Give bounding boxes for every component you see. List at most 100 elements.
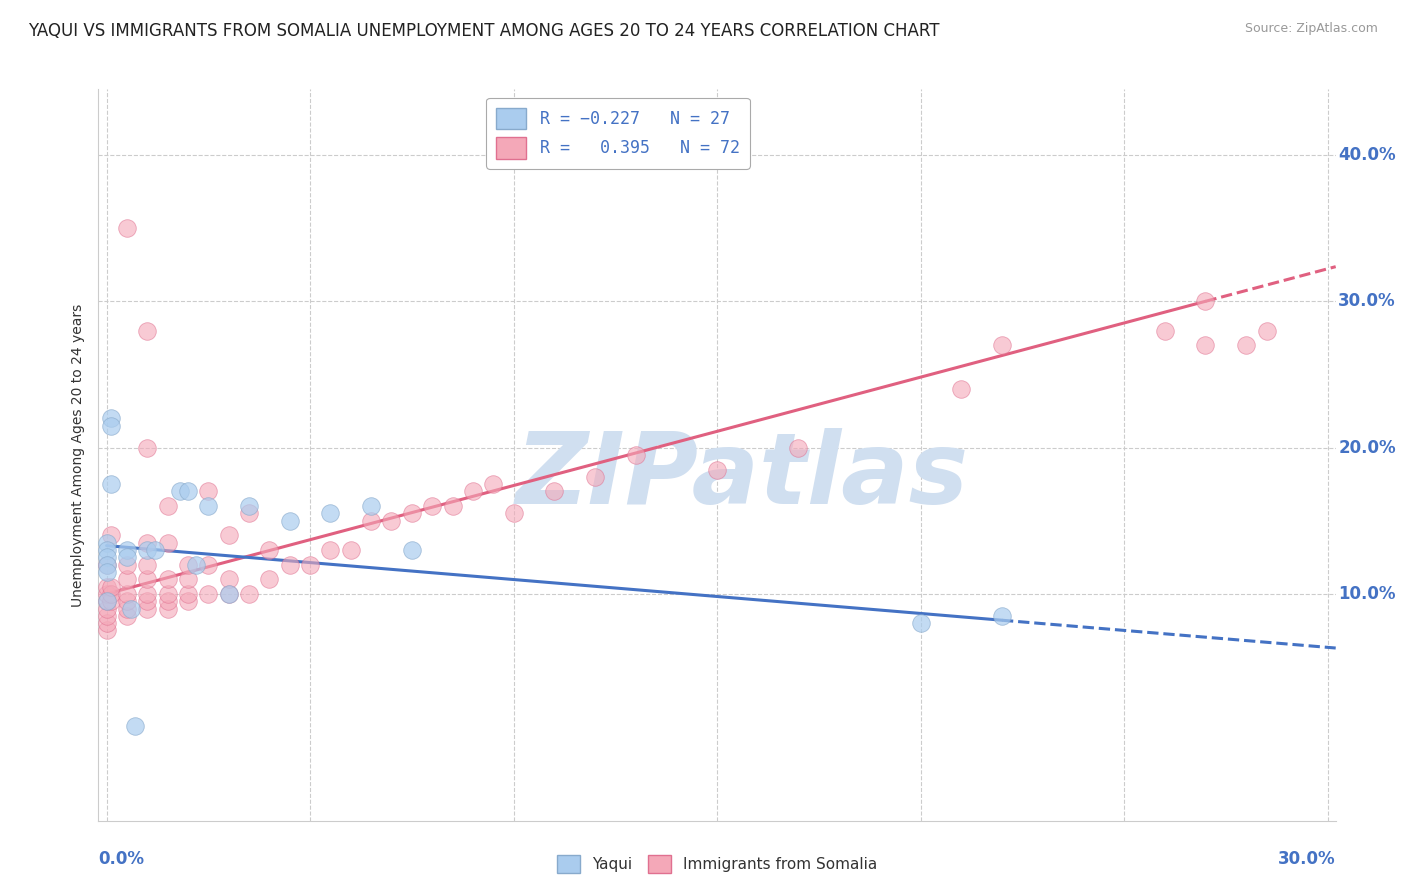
Point	[401, 543, 423, 558]
Point	[169, 484, 191, 499]
Point	[136, 572, 159, 586]
Point	[100, 411, 122, 425]
Text: 20.0%: 20.0%	[1339, 439, 1396, 457]
Point	[1194, 294, 1216, 309]
Point	[115, 601, 138, 615]
Point	[278, 514, 301, 528]
Point	[115, 572, 138, 586]
Point	[441, 499, 464, 513]
Point	[360, 499, 382, 513]
Point	[96, 558, 118, 572]
Point	[380, 514, 402, 528]
Point	[238, 499, 260, 513]
Point	[156, 499, 179, 513]
Point	[115, 587, 138, 601]
Point	[136, 587, 159, 601]
Point	[96, 580, 118, 594]
Point	[96, 535, 118, 549]
Point	[218, 587, 240, 601]
Point	[502, 507, 524, 521]
Point	[991, 338, 1014, 352]
Point	[1256, 324, 1278, 338]
Text: 40.0%: 40.0%	[1339, 146, 1396, 164]
Point	[136, 543, 159, 558]
Y-axis label: Unemployment Among Ages 20 to 24 years: Unemployment Among Ages 20 to 24 years	[72, 303, 86, 607]
Point	[401, 507, 423, 521]
Point	[115, 221, 138, 235]
Point	[238, 587, 260, 601]
Point	[96, 601, 118, 615]
Text: 30.0%: 30.0%	[1278, 850, 1336, 868]
Text: 10.0%: 10.0%	[1339, 585, 1396, 603]
Point	[197, 499, 219, 513]
Point	[100, 580, 122, 594]
Point	[115, 550, 138, 565]
Point	[706, 462, 728, 476]
Text: 30.0%: 30.0%	[1339, 293, 1396, 310]
Point	[136, 535, 159, 549]
Point	[96, 594, 118, 608]
Point	[238, 507, 260, 521]
Point	[136, 324, 159, 338]
Point	[259, 572, 281, 586]
Point	[145, 543, 167, 558]
Point	[100, 587, 122, 601]
Point	[177, 484, 200, 499]
Point	[218, 528, 240, 542]
Point	[177, 558, 200, 572]
Point	[1153, 324, 1175, 338]
Point	[1194, 338, 1216, 352]
Point	[96, 587, 118, 601]
Point	[420, 499, 443, 513]
Text: ZIPatlas: ZIPatlas	[515, 428, 969, 525]
Point	[156, 601, 179, 615]
Point	[197, 484, 219, 499]
Point	[482, 477, 505, 491]
Point	[950, 382, 973, 396]
Point	[278, 558, 301, 572]
Point	[96, 608, 118, 623]
Point	[360, 514, 382, 528]
Point	[96, 558, 118, 572]
Point	[177, 572, 200, 586]
Point	[100, 594, 122, 608]
Point	[787, 441, 810, 455]
Point	[96, 594, 118, 608]
Point	[115, 543, 138, 558]
Point	[197, 587, 219, 601]
Point	[136, 594, 159, 608]
Point	[124, 718, 146, 732]
Legend: Yaqui, Immigrants from Somalia: Yaqui, Immigrants from Somalia	[551, 849, 883, 879]
Text: Source: ZipAtlas.com: Source: ZipAtlas.com	[1244, 22, 1378, 36]
Point	[319, 507, 342, 521]
Point	[115, 558, 138, 572]
Point	[96, 624, 118, 638]
Point	[156, 535, 179, 549]
Point	[583, 470, 606, 484]
Point	[115, 594, 138, 608]
Point	[96, 543, 118, 558]
Point	[156, 572, 179, 586]
Point	[543, 484, 565, 499]
Point	[177, 594, 200, 608]
Point	[1234, 338, 1257, 352]
Point	[100, 477, 122, 491]
Point	[991, 608, 1014, 623]
Point	[339, 543, 361, 558]
Point	[100, 418, 122, 433]
Point	[624, 448, 647, 462]
Point	[96, 565, 118, 579]
Point	[218, 587, 240, 601]
Text: YAQUI VS IMMIGRANTS FROM SOMALIA UNEMPLOYMENT AMONG AGES 20 TO 24 YEARS CORRELAT: YAQUI VS IMMIGRANTS FROM SOMALIA UNEMPLO…	[28, 22, 939, 40]
Point	[96, 550, 118, 565]
Point	[910, 616, 932, 631]
Point	[259, 543, 281, 558]
Point	[319, 543, 342, 558]
Point	[120, 601, 142, 615]
Point	[96, 616, 118, 631]
Point	[184, 558, 207, 572]
Point	[177, 587, 200, 601]
Text: 0.0%: 0.0%	[98, 850, 145, 868]
Point	[156, 587, 179, 601]
Point	[197, 558, 219, 572]
